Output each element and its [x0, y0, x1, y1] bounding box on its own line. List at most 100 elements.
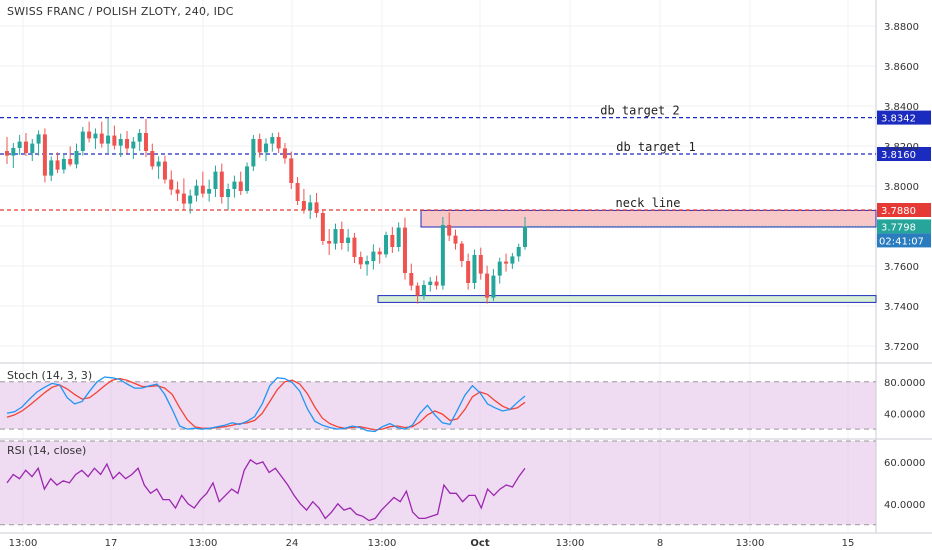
candle-body — [333, 229, 338, 244]
candle-body — [194, 185, 199, 196]
time-tick-label: 13:00 — [9, 538, 38, 549]
candle-body — [282, 148, 287, 159]
candles — [5, 117, 527, 304]
price-tick-label: 3.7600 — [884, 262, 919, 273]
stoch-band — [0, 381, 876, 430]
candle-body — [213, 171, 218, 189]
candle-body — [150, 151, 155, 167]
candle-body — [301, 201, 306, 210]
candle-body — [68, 159, 73, 165]
hline-price-text-0: 3.8342 — [881, 114, 916, 125]
candle-body — [510, 256, 515, 264]
candle-body — [143, 133, 148, 151]
candle-body — [181, 193, 186, 204]
hline-label-1: db target 1 — [616, 140, 695, 154]
candle-body — [421, 285, 426, 296]
candle-body — [125, 139, 130, 149]
candle-body — [384, 235, 389, 255]
price-tick-label: 3.7200 — [884, 342, 919, 353]
candle-body — [390, 235, 395, 247]
time-tick-label: 8 — [657, 538, 663, 549]
stoch-k-line — [6, 376, 526, 433]
time-tick-label: 17 — [105, 538, 118, 549]
chart-title: SWISS FRANC / POLISH ZLOTY, 240, IDC — [7, 5, 234, 18]
candle-body — [106, 135, 111, 144]
countdown-text: 02:41:07 — [879, 236, 924, 247]
candle-body — [257, 139, 262, 153]
candle-body — [365, 261, 370, 265]
time-tick-label: 15 — [842, 538, 855, 549]
stoch-indicator-label[interactable]: Stoch (14, 3, 3) — [7, 369, 93, 382]
last-price-text: 3.7798 — [881, 222, 916, 233]
candle-body — [485, 273, 490, 298]
candle-body — [17, 141, 22, 148]
candle-body — [131, 141, 136, 149]
rsi-tick-label: 60.0000 — [884, 458, 925, 469]
candle-body — [11, 148, 16, 156]
candle-body — [137, 133, 142, 142]
candle-body — [162, 161, 167, 180]
candle-body — [30, 143, 35, 153]
candle-body — [156, 161, 161, 167]
candle-body — [377, 251, 382, 255]
candle-body — [314, 202, 319, 213]
price-tick-label: 3.8200 — [884, 142, 919, 153]
time-tick-label: 13:00 — [556, 538, 585, 549]
candle-body — [251, 139, 256, 167]
candle-body — [415, 285, 420, 296]
candle-body — [264, 143, 268, 153]
candle-body — [447, 225, 452, 236]
candle-body — [207, 189, 212, 194]
candle-body — [55, 160, 60, 170]
candle-body — [23, 141, 28, 153]
candle-body — [232, 181, 237, 189]
candle-body — [93, 133, 98, 139]
candle-body — [339, 229, 344, 243]
candle-body — [402, 227, 407, 273]
hline-price-tag-2 — [877, 203, 931, 217]
candle-body — [245, 166, 250, 191]
candle-body — [491, 275, 496, 298]
candle-body — [504, 261, 509, 264]
candle-body — [49, 160, 54, 176]
hline-price-tag-1 — [877, 147, 931, 161]
candle-body — [289, 158, 294, 183]
candle-body — [238, 181, 243, 191]
candle-body — [516, 247, 521, 257]
candle-body — [320, 213, 325, 241]
candle-body — [434, 281, 439, 286]
candle-body — [118, 139, 123, 146]
candle-body — [478, 255, 483, 274]
candle-body — [295, 183, 300, 201]
price-tick-label: 3.8400 — [884, 102, 919, 113]
candle-body — [428, 281, 433, 285]
grid — [0, 0, 876, 531]
candle-body — [459, 243, 464, 261]
hline-label-0: db target 2 — [600, 104, 679, 118]
candle-body — [440, 225, 445, 286]
price-tick-label: 3.8000 — [884, 182, 919, 193]
candle-body — [200, 185, 205, 194]
hline-price-text-2: 3.7880 — [881, 206, 916, 217]
candle-body — [352, 237, 357, 257]
candle-body — [497, 261, 502, 276]
candle-body — [346, 237, 351, 243]
candle-body — [99, 133, 104, 144]
rsi-tick-label: 40.0000 — [884, 500, 925, 511]
candle-body — [472, 255, 477, 283]
time-tick-label: 13:00 — [189, 538, 218, 549]
hline-label-2: neck line — [615, 196, 680, 210]
candle-body — [188, 195, 193, 204]
candle-body — [396, 227, 401, 247]
candle-body — [308, 202, 313, 210]
support-zone-rect — [377, 295, 877, 303]
time-tick-label: 13:00 — [736, 538, 765, 549]
rsi-indicator-label[interactable]: RSI (14, close) — [7, 444, 87, 457]
price-tick-label: 3.7400 — [884, 302, 919, 313]
last-price-tag — [877, 219, 931, 234]
hline-price-text-1: 3.8160 — [881, 150, 916, 161]
candle-body — [219, 171, 224, 197]
candle-body — [409, 273, 414, 286]
candle-body — [327, 241, 332, 244]
